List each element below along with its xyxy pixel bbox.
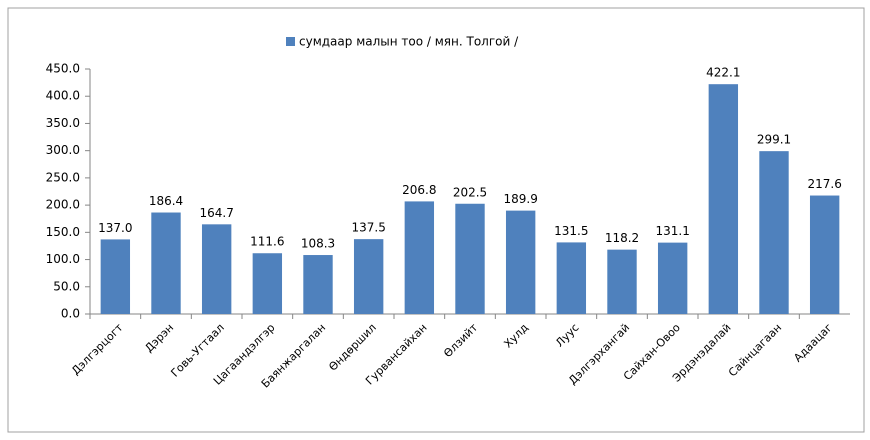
bar <box>556 242 587 314</box>
data-label: 131.1 <box>655 224 689 238</box>
data-label: 299.1 <box>757 133 791 147</box>
bar <box>759 151 789 314</box>
y-tick-label: 150.0 <box>46 225 80 239</box>
y-tick-label: 0.0 <box>61 307 80 321</box>
y-tick-label: 300.0 <box>46 143 80 157</box>
data-label: 108.3 <box>301 237 335 251</box>
bar <box>303 255 333 314</box>
bar <box>809 195 840 314</box>
bar <box>201 224 232 314</box>
y-tick-label: 50.0 <box>53 279 80 293</box>
legend-label: сумдаар малын тоо / мян. Толгой / <box>299 35 519 49</box>
bar <box>404 201 435 314</box>
data-label: 189.9 <box>503 192 537 206</box>
legend-swatch <box>286 37 295 46</box>
y-tick-label: 100.0 <box>46 252 80 266</box>
data-label: 217.6 <box>807 177 841 191</box>
data-label: 206.8 <box>402 183 436 197</box>
bar <box>657 242 688 314</box>
data-label: 118.2 <box>605 231 639 245</box>
bar <box>455 203 485 314</box>
bar <box>505 210 536 314</box>
bar <box>353 239 384 314</box>
data-label: 111.6 <box>250 235 284 249</box>
bar <box>151 212 181 314</box>
data-label: 137.5 <box>351 221 385 235</box>
bar <box>252 253 283 314</box>
bar <box>100 239 131 314</box>
data-label: 186.4 <box>149 194 183 208</box>
data-label: 422.1 <box>706 66 740 80</box>
bar <box>607 249 637 314</box>
data-label: 137.0 <box>98 221 132 235</box>
data-label: 202.5 <box>453 185 487 199</box>
y-tick-label: 450.0 <box>46 62 80 76</box>
data-label: 131.5 <box>554 224 588 238</box>
y-tick-label: 250.0 <box>46 170 80 184</box>
y-tick-label: 350.0 <box>46 116 80 130</box>
y-tick-label: 200.0 <box>46 198 80 212</box>
bar <box>708 84 739 314</box>
data-label: 164.7 <box>199 206 233 220</box>
y-tick-label: 400.0 <box>46 89 80 103</box>
